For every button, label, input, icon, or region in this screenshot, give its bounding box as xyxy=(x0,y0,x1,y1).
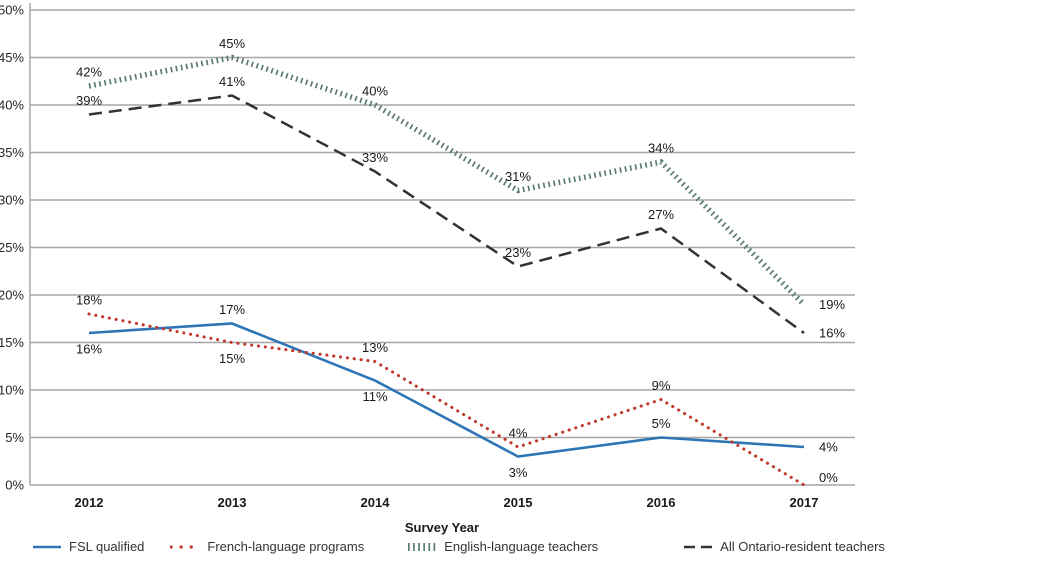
data-label-all-ontario-resident-teachers: 27% xyxy=(648,207,674,222)
legend-swatch-solid-icon xyxy=(33,545,61,548)
data-label-all-ontario-resident-teachers: 39% xyxy=(76,93,102,108)
data-label-fsl-qualified: 17% xyxy=(219,302,245,317)
data-label-english-language-teachers: 19% xyxy=(819,297,845,312)
y-axis-tick-labels: 0% 5% 10% 15% 20% 25% 30% 35% 40% 45% 50% xyxy=(0,3,24,493)
x-tick-label: 2012 xyxy=(75,495,104,510)
y-tick-label: 30% xyxy=(0,193,24,208)
series-line-fsl-qualified xyxy=(88,322,805,458)
data-label-all-ontario-resident-teachers: 33% xyxy=(362,150,388,165)
data-label-french-language-programs: 13% xyxy=(362,340,388,355)
legend-item-all-ontario-resident-teachers: All Ontario-resident teachers xyxy=(683,539,885,554)
legend-label: FSL qualified xyxy=(69,539,145,554)
data-label-french-language-programs: 9% xyxy=(652,378,671,393)
data-label-all-ontario-resident-teachers: 23% xyxy=(505,245,531,260)
data-label-french-language-programs: 0% xyxy=(819,470,838,485)
legend-swatch-dotted-icon xyxy=(170,544,201,549)
gridlines xyxy=(29,3,855,486)
x-tick-label: 2014 xyxy=(361,495,391,510)
data-label-english-language-teachers: 34% xyxy=(648,141,674,156)
data-label-fsl-qualified: 11% xyxy=(362,389,387,404)
y-tick-label: 5% xyxy=(5,430,24,445)
series-line-english-language-teachers xyxy=(88,54,806,307)
y-tick-label: 45% xyxy=(0,50,24,65)
legend-label: English-language teachers xyxy=(444,539,599,554)
y-tick-label: 0% xyxy=(5,478,24,493)
legend-item-fsl-qualified: FSL qualified xyxy=(32,539,144,554)
legend-item-french-language-programs: French-language programs xyxy=(170,539,364,554)
legend-swatch-tick-icon xyxy=(408,542,437,551)
data-label-fsl-qualified: 16% xyxy=(76,342,102,357)
data-label-french-language-programs: 4% xyxy=(509,426,528,441)
y-tick-label: 20% xyxy=(0,288,24,303)
data-label-english-language-teachers: 31% xyxy=(505,169,531,184)
data-label-fsl-qualified: 4% xyxy=(819,440,838,455)
y-tick-label: 10% xyxy=(0,383,24,398)
legend-label: All Ontario-resident teachers xyxy=(720,539,885,554)
y-tick-label: 25% xyxy=(0,240,24,255)
y-tick-label: 40% xyxy=(0,98,24,113)
y-tick-label: 35% xyxy=(0,145,24,160)
x-tick-label: 2017 xyxy=(790,495,819,510)
data-label-english-language-teachers: 40% xyxy=(362,84,388,99)
series-lines xyxy=(87,54,806,487)
series-line-french-language-programs xyxy=(87,312,806,487)
data-label-all-ontario-resident-teachers: 16% xyxy=(819,326,845,341)
legend-item-english-language-teachers: English-language teachers xyxy=(407,539,598,554)
chart-legend: FSL qualified French-language programs Eng… xyxy=(0,539,885,554)
legend-swatch-dashed-icon xyxy=(684,545,713,548)
y-tick-label: 15% xyxy=(0,335,24,350)
y-tick-label: 50% xyxy=(0,3,24,18)
data-label-all-ontario-resident-teachers: 41% xyxy=(219,74,245,89)
series-line-all-ontario-resident-teachers xyxy=(88,94,805,335)
legend-label: French-language programs xyxy=(207,539,365,554)
x-axis-title: Survey Year xyxy=(405,520,479,535)
x-tick-label: 2013 xyxy=(218,495,247,510)
x-tick-label: 2016 xyxy=(647,495,676,510)
x-axis-tick-labels: 2012 2013 2014 2015 2016 2017 xyxy=(75,495,819,510)
data-labels: 16% 17% 11% 3% 5% 4% 18% 15% 13% 4% 9% 0% 42% 45% 40% 3… xyxy=(76,36,845,485)
data-label-french-language-programs: 18% xyxy=(76,293,102,308)
data-label-english-language-teachers: 42% xyxy=(76,65,102,80)
data-label-english-language-teachers: 45% xyxy=(219,36,245,51)
data-label-fsl-qualified: 5% xyxy=(652,416,671,431)
data-label-fsl-qualified: 3% xyxy=(509,465,528,480)
x-tick-label: 2015 xyxy=(504,495,533,510)
data-label-french-language-programs: 15% xyxy=(219,351,245,366)
